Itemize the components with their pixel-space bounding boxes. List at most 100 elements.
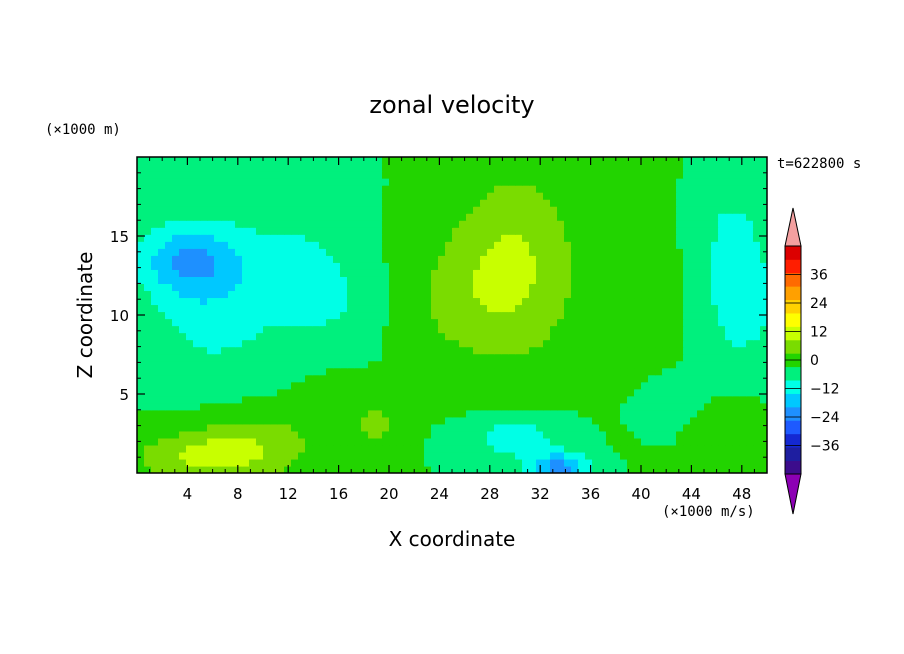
field-cell — [452, 185, 460, 193]
field-cell — [585, 290, 593, 299]
field-cell — [438, 199, 446, 207]
field-cell — [165, 402, 173, 411]
field-cell — [200, 451, 208, 460]
field-cell — [550, 241, 558, 249]
field-cell — [648, 255, 656, 263]
field-cell — [522, 227, 530, 235]
field-cell — [627, 430, 635, 439]
field-cell — [284, 178, 292, 186]
field-cell — [340, 276, 348, 284]
field-cell — [522, 437, 530, 446]
field-cell — [417, 458, 425, 467]
field-cell — [186, 451, 194, 460]
field-cell — [452, 416, 460, 425]
field-cell — [144, 213, 152, 221]
field-cell — [438, 465, 446, 473]
field-cell — [186, 248, 194, 256]
field-cell — [256, 304, 264, 313]
field-cell — [634, 374, 642, 383]
field-cell — [347, 381, 355, 390]
field-cell — [599, 325, 607, 334]
field-cell — [431, 269, 439, 277]
field-cell — [585, 416, 593, 425]
field-cell — [648, 360, 656, 369]
field-cell — [487, 402, 495, 411]
field-cell — [655, 339, 663, 348]
field-cell — [333, 458, 341, 467]
field-cell — [291, 206, 299, 214]
field-cell — [186, 269, 194, 277]
field-cell — [291, 409, 299, 418]
field-cell — [557, 311, 565, 320]
field-cell — [242, 283, 250, 292]
field-cell — [263, 430, 271, 439]
field-cell — [368, 199, 376, 207]
field-cell — [445, 199, 453, 207]
field-cell — [396, 346, 404, 355]
field-cell — [501, 206, 509, 214]
field-cell — [340, 381, 348, 390]
field-cell — [683, 381, 691, 390]
field-cell — [179, 430, 187, 439]
field-cell — [515, 409, 523, 418]
field-cell — [144, 339, 152, 348]
field-cell — [382, 234, 390, 242]
field-cell — [403, 199, 411, 207]
field-cell — [228, 409, 236, 418]
field-cell — [473, 451, 481, 460]
field-cell — [515, 164, 523, 172]
field-cell — [193, 451, 201, 460]
field-cell — [263, 451, 271, 460]
field-cell — [158, 458, 166, 467]
field-cell — [459, 353, 467, 362]
field-cell — [676, 451, 684, 460]
field-cell — [452, 269, 460, 277]
field-cell — [186, 465, 194, 473]
field-cell — [529, 458, 537, 467]
field-cell — [648, 430, 656, 439]
field-cell — [494, 395, 502, 404]
field-cell — [515, 374, 523, 383]
field-cell — [746, 353, 754, 362]
field-cell — [172, 241, 180, 249]
field-cell — [557, 423, 565, 432]
field-cell — [221, 276, 229, 284]
field-cell — [319, 458, 327, 467]
field-cell — [403, 444, 411, 453]
field-cell — [263, 171, 271, 179]
field-cell — [487, 220, 495, 228]
field-cell — [214, 276, 222, 284]
field-cell — [151, 409, 159, 418]
field-cell — [326, 367, 334, 376]
field-cell — [193, 255, 201, 263]
field-cell — [438, 332, 446, 341]
field-cell — [592, 437, 600, 446]
field-cell — [676, 269, 684, 277]
field-cell — [634, 402, 642, 411]
field-cell — [508, 402, 516, 411]
time-label: t=622800 s — [777, 156, 861, 172]
field-cell — [284, 458, 292, 467]
field-cell — [550, 430, 558, 439]
field-cell — [235, 248, 243, 256]
field-cell — [760, 234, 767, 242]
field-cell — [256, 234, 264, 242]
field-cell — [207, 395, 215, 404]
field-cell — [452, 255, 460, 263]
field-cell — [543, 346, 551, 355]
field-cell — [683, 458, 691, 467]
field-cell — [711, 374, 719, 383]
field-cell — [522, 465, 530, 473]
field-cell — [312, 318, 320, 327]
field-cell — [151, 332, 159, 341]
field-cell — [529, 213, 537, 221]
field-cell — [151, 416, 159, 425]
field-cell — [151, 248, 159, 256]
field-cell — [480, 353, 488, 362]
field-cell — [620, 269, 628, 277]
field-cell — [354, 276, 362, 284]
field-cell — [291, 199, 299, 207]
field-cell — [158, 381, 166, 390]
field-cell — [697, 185, 705, 193]
field-cell — [403, 388, 411, 397]
